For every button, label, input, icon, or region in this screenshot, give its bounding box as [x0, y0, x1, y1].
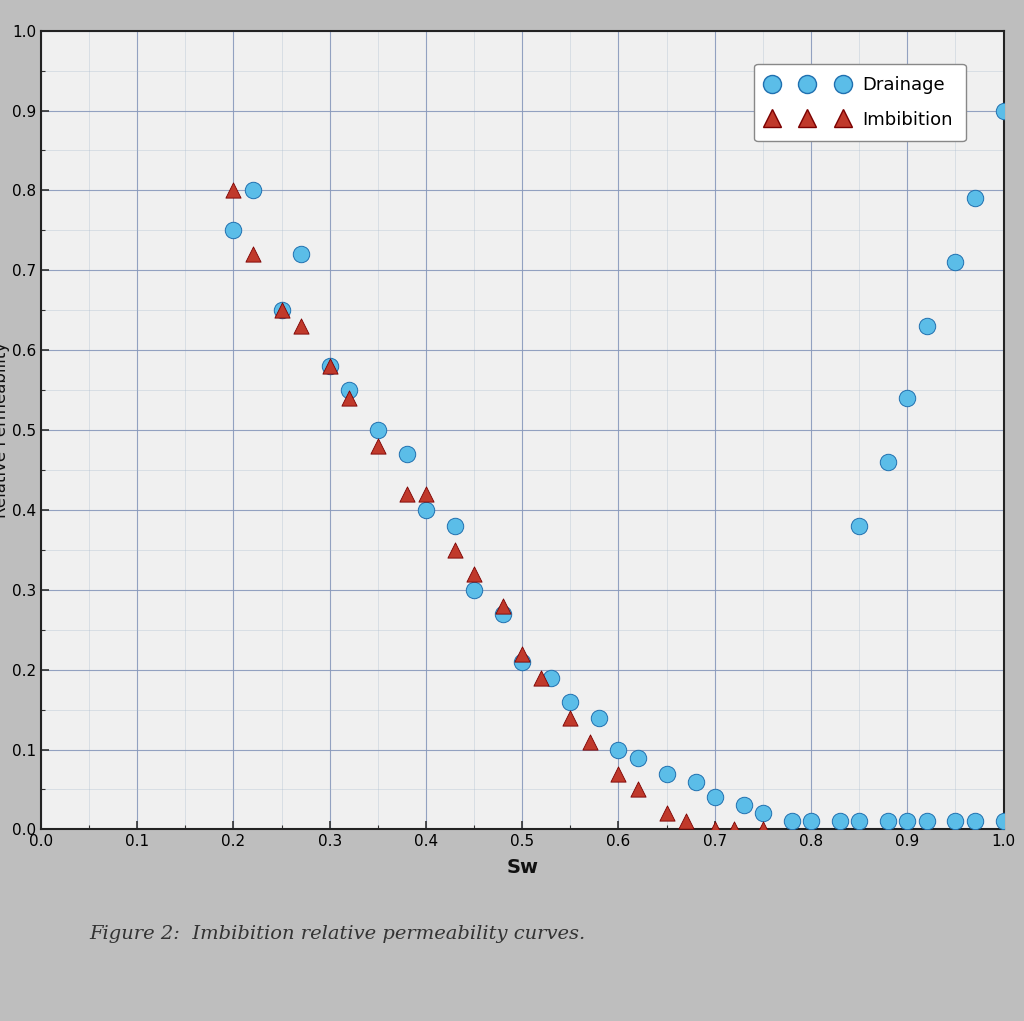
- Point: [707, 821, 723, 837]
- Point: [341, 382, 357, 398]
- Point: [418, 501, 434, 518]
- Point: [678, 814, 694, 830]
- Point: [899, 814, 915, 830]
- Point: [755, 821, 771, 837]
- Point: [755, 806, 771, 822]
- Point: [851, 814, 867, 830]
- Point: [398, 446, 415, 463]
- Point: [687, 773, 703, 789]
- Point: [582, 733, 598, 749]
- Point: [225, 182, 242, 198]
- Point: [322, 358, 338, 375]
- Point: [562, 710, 579, 726]
- Point: [899, 390, 915, 406]
- Point: [658, 806, 675, 822]
- Point: [398, 486, 415, 502]
- Point: [543, 670, 559, 686]
- Point: [466, 582, 482, 598]
- Point: [851, 518, 867, 534]
- Point: [273, 302, 290, 319]
- Point: [245, 182, 261, 198]
- Point: [225, 223, 242, 239]
- Point: [995, 102, 1012, 118]
- Point: [245, 246, 261, 262]
- Point: [610, 766, 627, 782]
- Point: [880, 814, 896, 830]
- Legend: Drainage, Imbibition: Drainage, Imbibition: [754, 63, 966, 141]
- Point: [562, 693, 579, 710]
- Y-axis label: Relative Permeability: Relative Permeability: [0, 342, 10, 518]
- Point: [967, 190, 983, 206]
- Point: [947, 814, 964, 830]
- Point: [446, 518, 463, 534]
- Point: [658, 766, 675, 782]
- Point: [591, 710, 607, 726]
- Point: [534, 670, 550, 686]
- Point: [293, 246, 309, 262]
- Point: [630, 781, 646, 797]
- Point: [919, 814, 935, 830]
- Point: [293, 318, 309, 334]
- Point: [514, 653, 530, 670]
- Point: [947, 254, 964, 271]
- Point: [630, 749, 646, 766]
- Point: [273, 302, 290, 319]
- Point: [831, 814, 848, 830]
- Point: [726, 821, 742, 837]
- Point: [880, 453, 896, 470]
- Point: [514, 645, 530, 662]
- Point: [803, 814, 819, 830]
- Point: [967, 814, 983, 830]
- Point: [610, 741, 627, 758]
- Point: [418, 486, 434, 502]
- Point: [370, 438, 386, 454]
- Point: [446, 542, 463, 558]
- Point: [370, 422, 386, 438]
- X-axis label: Sw: Sw: [506, 858, 539, 877]
- Point: [495, 597, 511, 614]
- Point: [707, 789, 723, 806]
- Text: Figure 2:  Imbibition relative permeability curves.: Figure 2: Imbibition relative permeabili…: [89, 925, 586, 943]
- Point: [995, 814, 1012, 830]
- Point: [466, 566, 482, 582]
- Point: [735, 797, 752, 814]
- Point: [783, 814, 800, 830]
- Point: [322, 358, 338, 375]
- Point: [919, 318, 935, 334]
- Point: [495, 605, 511, 622]
- Point: [341, 390, 357, 406]
